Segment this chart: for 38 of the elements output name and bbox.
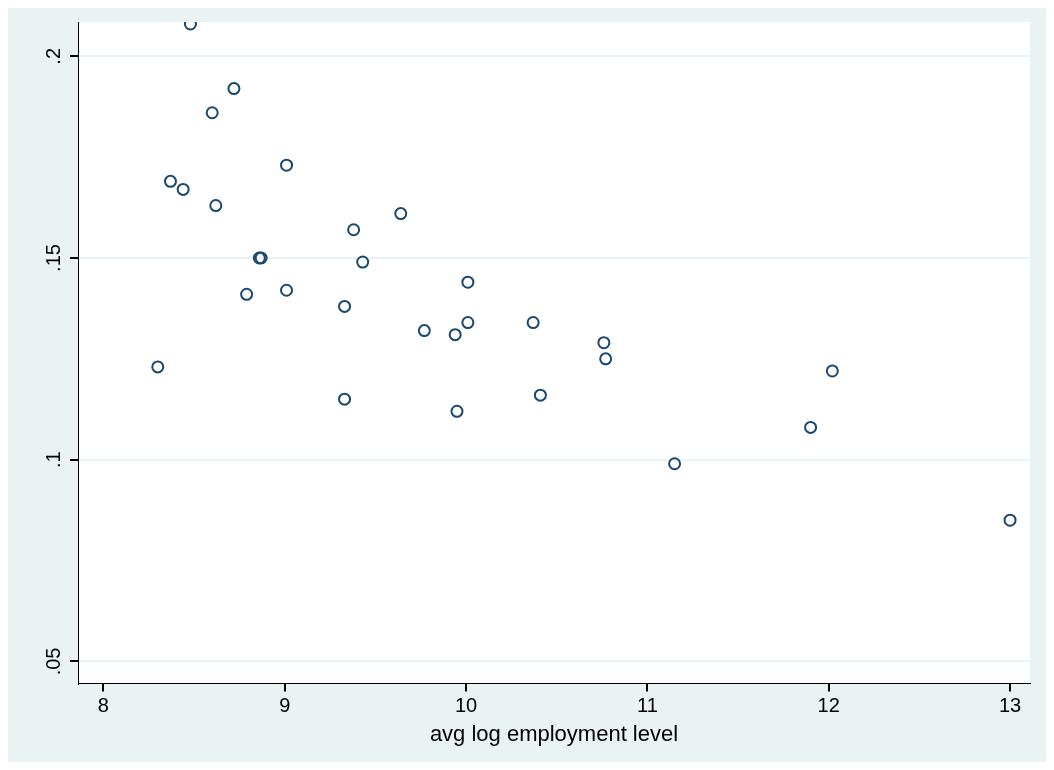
point [338, 299, 352, 313]
point [668, 457, 682, 471]
point [347, 223, 361, 237]
point [209, 199, 223, 213]
point [825, 364, 839, 378]
x-tick-label: 9 [279, 694, 291, 717]
point [240, 287, 254, 301]
point [394, 207, 408, 221]
point [176, 182, 190, 196]
point [280, 158, 294, 172]
y-tick-label: .2 [41, 47, 64, 65]
point [417, 324, 431, 338]
y-tick-label: .05 [41, 647, 64, 676]
x-axis-title: avg log employment level [429, 720, 679, 746]
point [1003, 513, 1017, 527]
point [526, 316, 540, 330]
y-tick-label: .1 [41, 451, 64, 469]
point [597, 336, 611, 350]
point [533, 388, 547, 402]
point [338, 392, 352, 406]
point [599, 352, 613, 366]
point [461, 316, 475, 330]
point [450, 404, 464, 418]
point [280, 283, 294, 297]
point [163, 174, 177, 188]
point [205, 106, 219, 120]
x-tick-label: 11 [637, 694, 658, 717]
y-tick-label: .15 [41, 244, 64, 272]
point [356, 255, 370, 269]
point [227, 82, 241, 96]
x-tick-label: 12 [817, 694, 840, 717]
point [151, 360, 165, 374]
point [461, 275, 475, 289]
x-tick-label: 8 [97, 694, 109, 717]
point [804, 420, 818, 434]
x-tick-label: 13 [998, 694, 1022, 717]
point [448, 328, 462, 342]
x-tick-label: 10 [454, 694, 478, 717]
